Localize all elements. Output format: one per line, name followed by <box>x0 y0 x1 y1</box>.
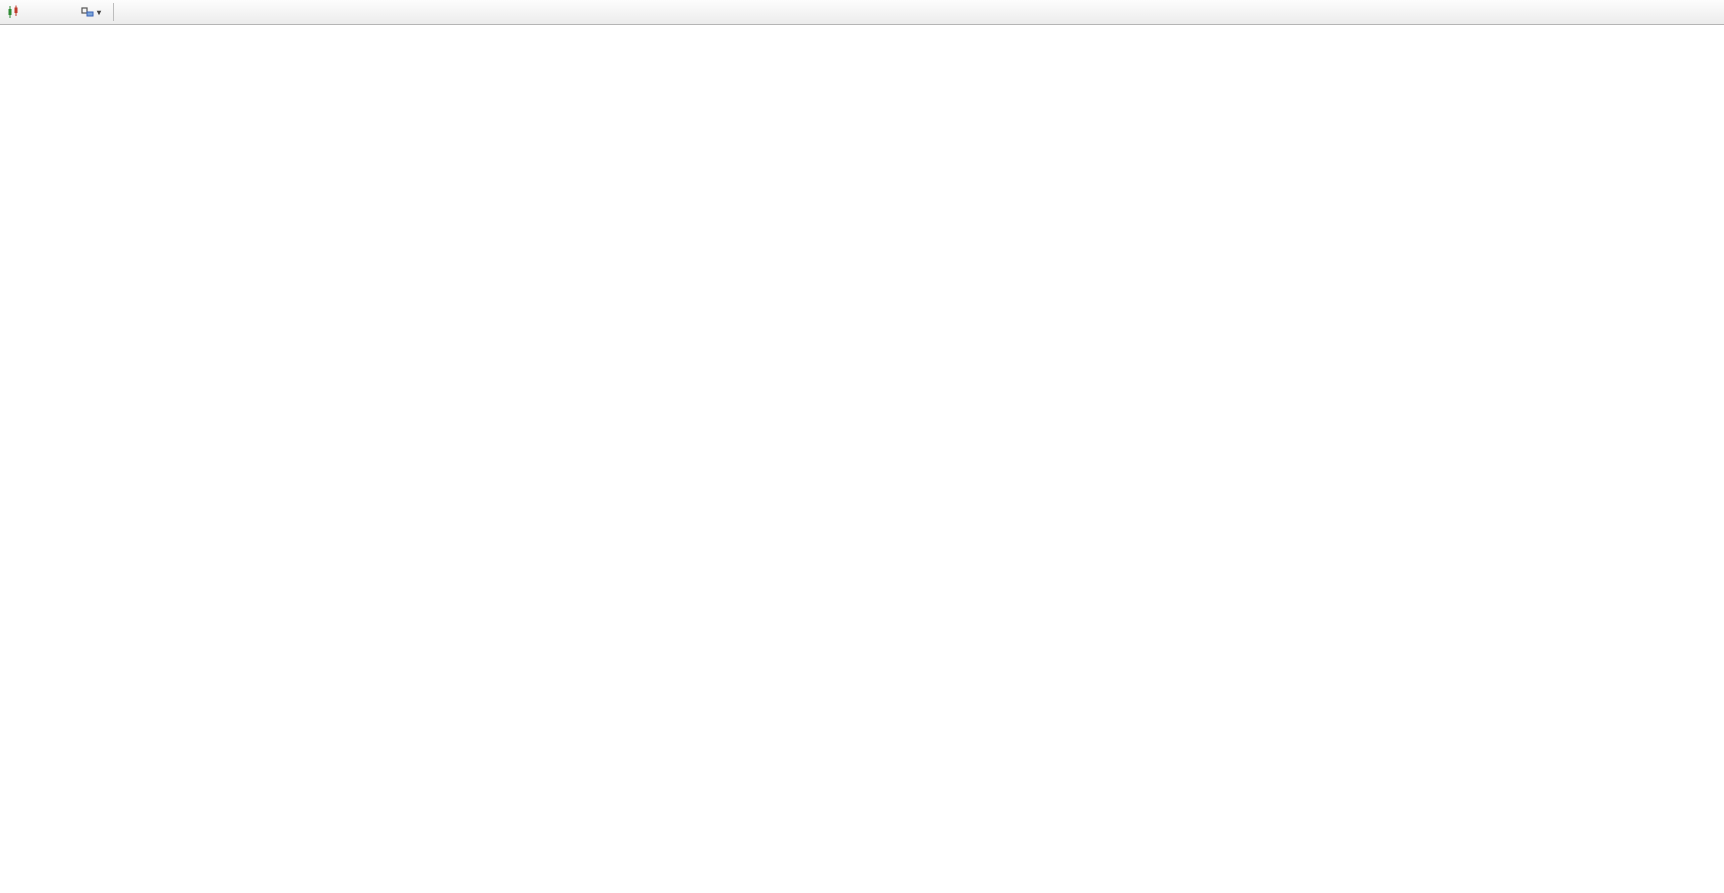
timeframe-m30-button[interactable] <box>193 2 215 22</box>
candlestick-chart-icon <box>8 5 18 18</box>
timeframe-mn-button[interactable] <box>313 2 335 22</box>
timeframe-w1-button[interactable] <box>289 2 311 22</box>
text-label-button[interactable] <box>52 2 74 22</box>
timeframe-h4-button[interactable] <box>241 2 263 22</box>
toolbar: ▾ <box>0 0 1724 25</box>
text-annotate-button[interactable] <box>28 2 50 22</box>
timeframe-m1-button[interactable] <box>121 2 143 22</box>
timeframe-h1-button[interactable] <box>217 2 239 22</box>
candlestick-chart-icon[interactable] <box>2 2 26 22</box>
timeframe-m15-button[interactable] <box>169 2 191 22</box>
objects-palette-button[interactable]: ▾ <box>76 2 106 22</box>
timeframe-m5-button[interactable] <box>145 2 167 22</box>
chevron-down-icon: ▾ <box>97 7 102 17</box>
objects-palette-icon <box>81 6 94 16</box>
toolbar-separator <box>113 3 115 21</box>
timeframe-d1-button[interactable] <box>265 2 287 22</box>
chart-header <box>6 31 9 43</box>
